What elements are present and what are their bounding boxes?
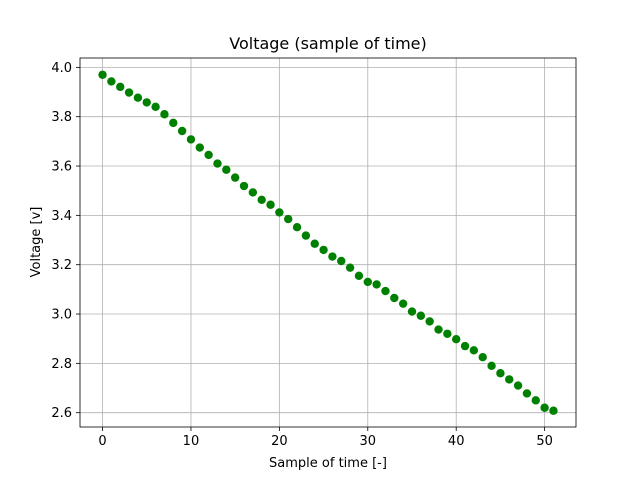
data-point [425, 317, 434, 326]
data-point [531, 396, 540, 405]
y-tick-label: 2.6 [51, 406, 72, 421]
data-point [372, 280, 381, 289]
data-point [398, 299, 408, 308]
data-point [257, 195, 266, 205]
x-tick-label: 10 [183, 434, 200, 449]
data-point [354, 271, 364, 280]
data-point [451, 334, 461, 344]
data-point [549, 406, 558, 415]
data-point [107, 77, 116, 86]
data-point [284, 214, 293, 224]
y-tick-label: 3.8 [51, 110, 72, 125]
data-point [204, 150, 213, 160]
data-point [381, 286, 390, 296]
y-tick-label: 3.2 [51, 258, 72, 273]
y-tick-label: 3.4 [51, 209, 72, 224]
data-point [301, 231, 311, 240]
y-tick-label: 4.0 [51, 61, 72, 76]
data-point [487, 361, 496, 371]
data-point [496, 369, 505, 378]
data-point [469, 346, 479, 355]
plot-frame [79, 57, 577, 428]
y-tick-label: 3.6 [51, 160, 72, 175]
data-point [328, 252, 337, 261]
y-tick-label: 3.0 [51, 308, 72, 323]
y-axis: 2.6 2.8 3.0 3.2 3.4 3.6 3.8 4.0 [51, 61, 80, 421]
data-point [522, 389, 532, 398]
x-tick-label: 0 [98, 434, 106, 449]
data-point [345, 263, 355, 272]
data-point [230, 173, 240, 182]
data-point [443, 329, 452, 338]
data-point [478, 352, 487, 362]
data-point [540, 403, 549, 412]
data-point [142, 98, 151, 107]
data-point [151, 102, 160, 112]
data-point [363, 277, 372, 287]
chart-title: Voltage (sample of time) [229, 34, 427, 53]
data-point [177, 126, 187, 136]
data-point [513, 381, 523, 390]
data-point [160, 110, 169, 119]
x-axis-label: Sample of time [-] [269, 456, 387, 471]
x-axis: 0 10 20 30 40 50 [98, 427, 553, 449]
x-tick-label: 40 [448, 434, 465, 449]
data-point [266, 200, 275, 209]
data-point [337, 256, 346, 266]
data-point [98, 70, 107, 79]
data-point [460, 341, 470, 351]
data-point [407, 307, 417, 316]
x-tick-label: 30 [360, 434, 377, 449]
data-point [310, 239, 319, 248]
grid [80, 58, 576, 427]
data-point [222, 165, 231, 174]
data-point [239, 181, 249, 191]
data-point [416, 311, 426, 320]
data-point [319, 245, 328, 255]
data-point [292, 223, 302, 232]
y-tick-label: 2.8 [51, 357, 72, 372]
data-point [248, 188, 258, 197]
data-point [505, 375, 514, 384]
data-point [133, 93, 143, 102]
data-point [275, 208, 284, 217]
data-point [124, 88, 134, 97]
data-point [169, 118, 178, 128]
data-point [195, 143, 205, 152]
data-point [186, 135, 196, 144]
y-axis-label: Voltage [v] [29, 207, 44, 278]
data-point [390, 293, 399, 303]
x-tick-label: 50 [536, 434, 553, 449]
data-points [98, 70, 558, 415]
data-point [116, 82, 125, 92]
data-point [213, 159, 222, 168]
data-point [434, 325, 443, 334]
x-tick-label: 20 [271, 434, 288, 449]
